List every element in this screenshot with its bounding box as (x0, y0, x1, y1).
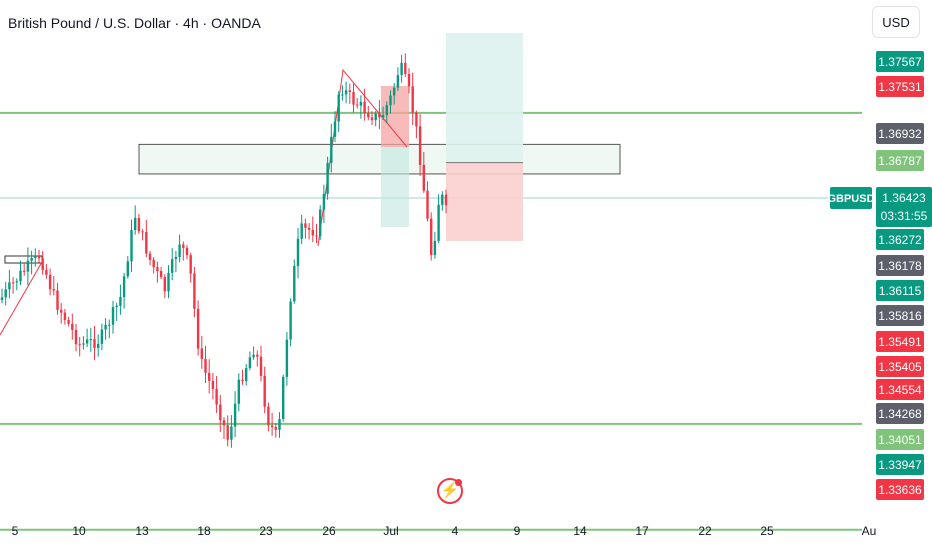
x-tick-label: 10 (72, 524, 86, 538)
x-tick-label: 25 (760, 524, 774, 538)
x-tick-label: Jul (383, 524, 398, 538)
x-tick-label: 9 (514, 524, 521, 538)
x-tick-label: 22 (698, 524, 712, 538)
x-tick-label: 26 (322, 524, 336, 538)
lightning-icon[interactable]: ⚡ (437, 478, 463, 504)
x-tick-label: 23 (259, 524, 273, 538)
x-tick-label: 14 (573, 524, 587, 538)
price-axis[interactable] (862, 0, 932, 550)
x-tick-label: 13 (135, 524, 149, 538)
chart-plot-area[interactable] (0, 0, 862, 515)
x-tick-label: 18 (197, 524, 211, 538)
chart-title: British Pound / U.S. Dollar · 4h · OANDA (8, 15, 261, 31)
notification-dot (455, 479, 462, 486)
x-tick-label: 17 (635, 524, 649, 538)
x-tick-label: 5 (12, 524, 19, 538)
x-tick-label: 4 (452, 524, 459, 538)
currency-button[interactable]: USD (872, 6, 920, 38)
